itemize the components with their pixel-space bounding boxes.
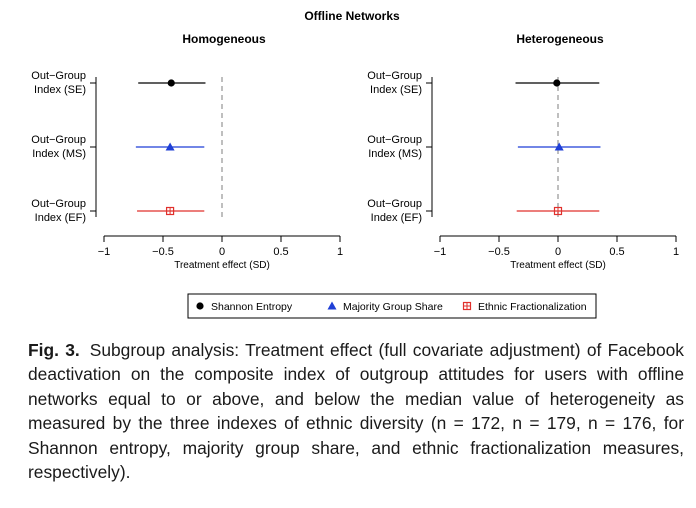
panel-1-point-triangle bbox=[165, 142, 175, 151]
panel-1-title: Homogeneous bbox=[182, 32, 266, 46]
panel-2-x-tick-label: −1 bbox=[434, 246, 447, 258]
panel-1-y-tick-label: Index (SE) bbox=[34, 84, 86, 96]
panel-1-y-tick-label: Index (MS) bbox=[32, 148, 86, 160]
legend-marker-circle bbox=[196, 302, 204, 310]
panel-2-x-tick-label: 0.5 bbox=[609, 246, 624, 258]
panel-2-point-triangle bbox=[554, 142, 564, 151]
panel-2-y-tick-label: Index (SE) bbox=[370, 84, 422, 96]
legend-label: Majority Group Share bbox=[343, 301, 443, 313]
panel-2-y-tick-label: Out−Group bbox=[367, 134, 422, 146]
caption-text: Subgroup analysis: Treatment effect (ful… bbox=[28, 340, 684, 483]
figure-caption: Fig. 3. Subgroup analysis: Treatment effe… bbox=[28, 338, 684, 484]
panel-1-x-axis-label: Treatment effect (SD) bbox=[174, 260, 270, 271]
legend-box bbox=[187, 293, 597, 319]
panel-1-y-tick-label: Out−Group bbox=[31, 70, 86, 82]
panel-1-y-tick-label: Index (EF) bbox=[35, 212, 86, 224]
panel-2-x-tick-label: −0.5 bbox=[488, 246, 510, 258]
legend-label: Ethnic Fractionalization bbox=[478, 301, 587, 313]
panel-2-y-tick-label: Index (EF) bbox=[371, 212, 422, 224]
legend-marker-triangle bbox=[327, 301, 337, 310]
panel-2-x-tick-label: 0 bbox=[555, 246, 561, 258]
panel-2-point-circle bbox=[553, 79, 561, 87]
panel-2-x-axis-label: Treatment effect (SD) bbox=[510, 260, 606, 271]
panel-2-y-tick-label: Out−Group bbox=[367, 70, 422, 82]
panel-2-x-tick-label: 1 bbox=[673, 246, 679, 258]
panel-1-y-tick-label: Out−Group bbox=[31, 134, 86, 146]
panel-1-x-tick-label: −1 bbox=[98, 246, 111, 258]
panel-1-x-tick-label: 0 bbox=[219, 246, 225, 258]
panel-1-x-tick-label: 1 bbox=[337, 246, 343, 258]
panel-1-x-tick-label: −0.5 bbox=[152, 246, 174, 258]
panel-1-y-tick-label: Out−Group bbox=[31, 198, 86, 210]
panel-2-y-tick-label: Out−Group bbox=[367, 198, 422, 210]
chart-title: Offline Networks bbox=[304, 9, 400, 23]
panel-1-point-circle bbox=[167, 79, 175, 87]
legend-label: Shannon Entropy bbox=[211, 301, 293, 313]
panel-2-title: Heterogeneous bbox=[516, 32, 604, 46]
chart: Offline Networks Homogeneous Out−Group Inde… bbox=[31, 9, 679, 319]
panel-2-y-tick-label: Index (MS) bbox=[368, 148, 422, 160]
caption-label: Fig. 3. bbox=[28, 340, 80, 360]
panel-1-x-tick-label: 0.5 bbox=[273, 246, 288, 258]
